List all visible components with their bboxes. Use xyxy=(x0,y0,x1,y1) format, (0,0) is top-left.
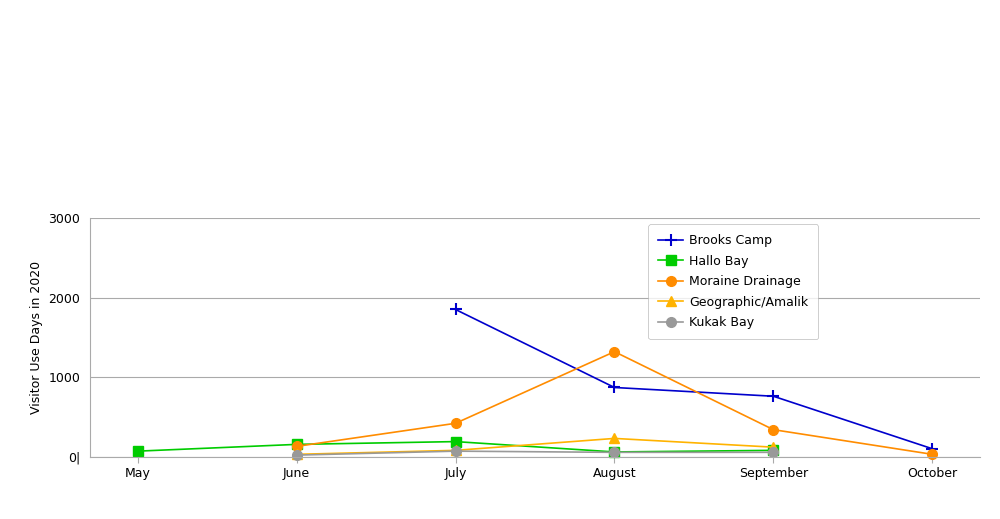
Line: Kukak Bay: Kukak Bay xyxy=(292,446,778,460)
Line: Moraine Drainage: Moraine Drainage xyxy=(292,347,937,459)
Moraine Drainage xyxy=(291,443,303,449)
Hallo Bay xyxy=(291,441,303,447)
Geographic/Amalik xyxy=(291,451,303,457)
Brooks Camp xyxy=(450,306,462,312)
Hallo Bay xyxy=(450,439,462,445)
Moraine Drainage xyxy=(608,349,620,355)
Moraine Drainage xyxy=(450,420,462,427)
Line: Brooks Camp: Brooks Camp xyxy=(449,303,939,455)
Brooks Camp xyxy=(608,385,620,391)
Line: Hallo Bay: Hallo Bay xyxy=(133,437,778,457)
Hallo Bay xyxy=(608,449,620,455)
Kukak Bay xyxy=(291,452,303,458)
Y-axis label: Visitor Use Days in 2020: Visitor Use Days in 2020 xyxy=(30,261,43,414)
Brooks Camp xyxy=(926,446,938,452)
Brooks Camp xyxy=(767,393,779,399)
Kukak Bay xyxy=(608,449,620,456)
Moraine Drainage xyxy=(767,427,779,433)
Kukak Bay xyxy=(450,448,462,454)
Legend: Brooks Camp, Hallo Bay, Moraine Drainage, Geographic/Amalik, Kukak Bay: Brooks Camp, Hallo Bay, Moraine Drainage… xyxy=(648,224,818,339)
Hallo Bay xyxy=(132,448,144,454)
Line: Geographic/Amalik: Geographic/Amalik xyxy=(292,433,778,459)
Geographic/Amalik xyxy=(450,447,462,454)
Geographic/Amalik xyxy=(608,435,620,442)
Geographic/Amalik xyxy=(767,444,779,450)
Hallo Bay xyxy=(767,447,779,454)
Kukak Bay xyxy=(767,449,779,456)
Moraine Drainage xyxy=(926,451,938,457)
